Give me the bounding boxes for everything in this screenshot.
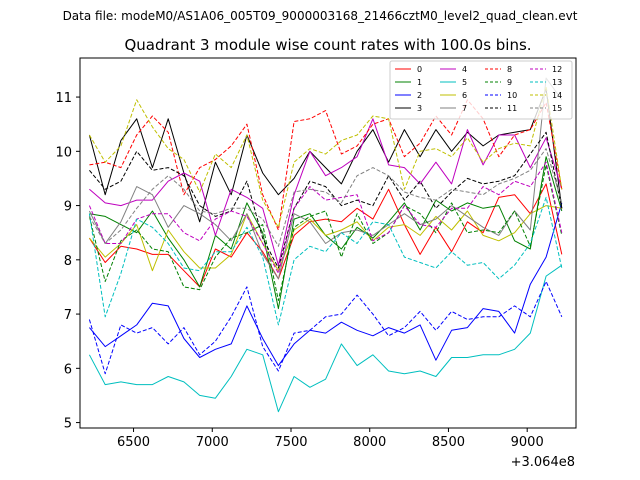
legend-label-12: 12 [552, 65, 562, 74]
legend-label-1: 1 [417, 78, 422, 87]
x-axis: 6500 7000 7500 8000 8500 9000 [117, 428, 544, 450]
x-tick-label: 9000 [511, 435, 544, 450]
series-line-5 [88, 264, 563, 413]
legend-label-6: 6 [462, 91, 467, 100]
x-tick-label: 7500 [274, 435, 307, 450]
legend-box [389, 60, 573, 120]
legend-label-13: 13 [552, 78, 562, 87]
legend-label-10: 10 [507, 91, 517, 100]
y-axis: 5 6 7 8 9 10 11 [55, 91, 80, 432]
y-tick-label: 11 [55, 91, 72, 106]
x-offset-label: +3.064e8 [511, 455, 575, 470]
series-line-9 [88, 164, 563, 301]
series-line-3 [88, 88, 563, 223]
series-line-7 [88, 77, 563, 280]
x-tick-label: 8000 [353, 435, 386, 450]
y-tick-label: 9 [64, 200, 72, 215]
legend-label-0: 0 [417, 65, 422, 74]
y-tick-label: 8 [64, 254, 72, 269]
series-line-13 [88, 196, 563, 326]
x-tick-label: 8500 [432, 435, 465, 450]
legend-label-2: 2 [417, 91, 422, 100]
legend-label-5: 5 [462, 78, 467, 87]
x-tick-label: 6500 [117, 435, 150, 450]
series-line-6 [89, 205, 562, 272]
series-line-10 [88, 281, 563, 375]
series-line-11 [89, 131, 563, 269]
suptitle: Data file: modeM0/AS1A06_005T09_90000031… [63, 9, 578, 23]
legend-label-4: 4 [462, 65, 467, 74]
legend-label-3: 3 [417, 104, 422, 113]
series-line-14 [88, 85, 563, 228]
y-tick-label: 7 [64, 308, 72, 323]
y-tick-label: 10 [55, 145, 72, 160]
series-group [88, 77, 563, 413]
legend-label-15: 15 [552, 104, 562, 113]
y-tick-label: 5 [64, 417, 72, 432]
series-line-4 [89, 118, 563, 266]
legend-label-14: 14 [552, 91, 562, 100]
y-tick-label: 6 [64, 362, 72, 377]
x-tick-label: 7000 [196, 435, 229, 450]
legend-label-9: 9 [507, 78, 512, 87]
axes-frame [79, 57, 577, 429]
legend-label-7: 7 [462, 104, 467, 113]
series-line-0 [88, 183, 563, 288]
series-line-12 [88, 161, 563, 274]
legend-label-8: 8 [507, 65, 512, 74]
chart-title: Quadrant 3 module wise count rates with … [124, 36, 531, 54]
legend-label-11: 11 [507, 104, 517, 113]
series-line-2 [89, 202, 563, 367]
